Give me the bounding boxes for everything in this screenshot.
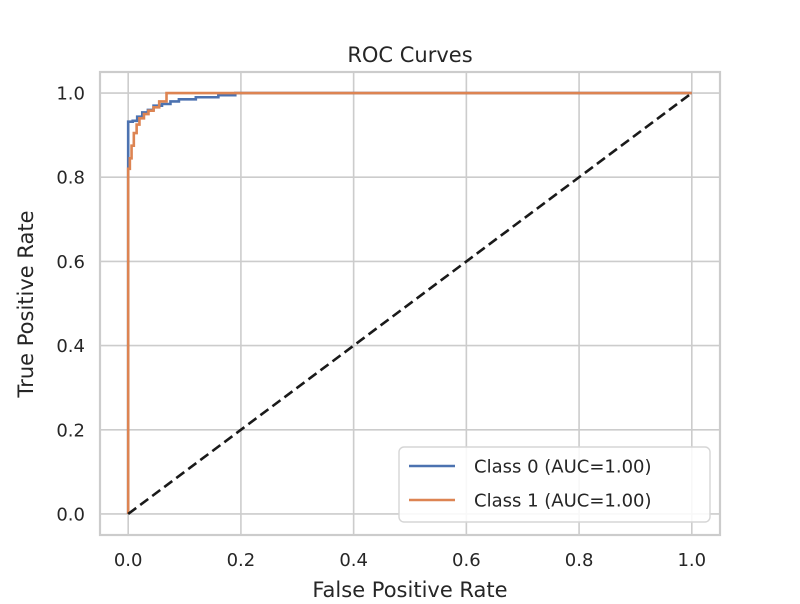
legend-label: Class 1 (AUC=1.00) xyxy=(474,491,652,512)
x-tick-label: 0.4 xyxy=(339,550,368,571)
x-tick-label: 0.0 xyxy=(114,550,143,571)
legend-box xyxy=(398,446,711,523)
x-tick-label: 1.0 xyxy=(677,550,706,571)
x-tick-label: 0.8 xyxy=(565,550,594,571)
y-tick-label: 0.0 xyxy=(56,504,85,525)
roc-curve-class-0 xyxy=(126,91,692,514)
legend: Class 0 (AUC=1.00) Class 1 (AUC=1.00) xyxy=(398,446,711,523)
x-tick-label: 0.2 xyxy=(227,550,256,571)
y-tick-label: 0.2 xyxy=(56,420,85,441)
x-axis-label: False Positive Rate xyxy=(312,578,507,600)
y-tick-label: 1.0 xyxy=(56,84,85,105)
y-tick-label: 0.6 xyxy=(56,252,85,273)
legend-label: Class 0 (AUC=1.00) xyxy=(474,457,652,478)
y-axis-label: True Positive Rate xyxy=(14,210,38,398)
x-tick-label: 0.6 xyxy=(452,550,481,571)
y-tick-label: 0.4 xyxy=(56,336,85,357)
y-tick-label: 0.8 xyxy=(56,168,85,189)
roc-curve-class-1 xyxy=(126,91,692,514)
reference-diagonal-line xyxy=(127,92,693,515)
plot-frame xyxy=(98,70,722,537)
chart-title: ROC Curves xyxy=(347,43,472,67)
